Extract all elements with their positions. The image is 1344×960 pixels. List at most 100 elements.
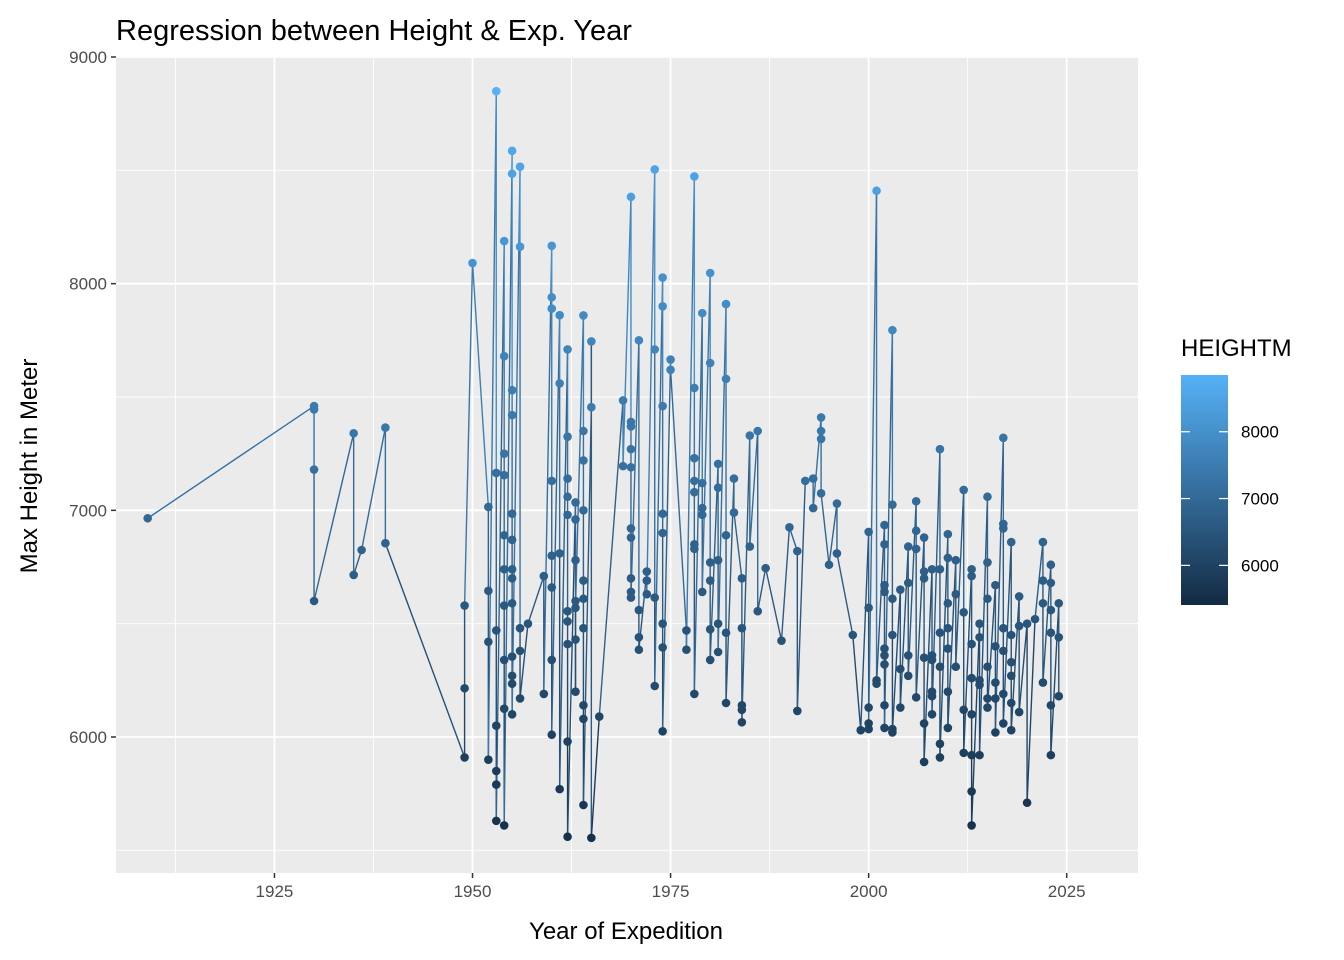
series-line-segment [558, 348, 569, 790]
series-line-segment [828, 502, 838, 566]
data-point [919, 757, 929, 767]
data-point [634, 336, 644, 345]
chart-title: Regression between Height & Exp. Year [116, 15, 632, 47]
series-line-segment [519, 622, 529, 700]
data-point [571, 555, 580, 565]
data-point [650, 593, 660, 602]
data-point [983, 558, 992, 567]
data-point [999, 719, 1008, 728]
data-point [507, 385, 517, 395]
data-point [507, 598, 517, 608]
data-point [880, 587, 889, 597]
data-point [555, 379, 564, 388]
data-point [1054, 691, 1064, 701]
data-point [634, 605, 644, 615]
data-point [1022, 619, 1032, 628]
data-point [626, 462, 636, 472]
x-axis: 1925 1950 1975 2000 2025 [256, 873, 1086, 901]
data-point [721, 374, 731, 384]
data-point [507, 679, 517, 689]
data-point [729, 508, 739, 517]
data-point [579, 714, 588, 724]
data-point [563, 617, 572, 626]
data-point [507, 710, 517, 719]
data-point [587, 833, 596, 843]
data-point [911, 496, 921, 506]
series-line-segment [463, 262, 474, 607]
data-point [927, 564, 937, 574]
data-point [547, 655, 557, 665]
data-point [1038, 598, 1048, 608]
data-point [808, 503, 818, 513]
data-point [943, 553, 953, 563]
series-line-segment [582, 406, 593, 806]
data-point [690, 172, 699, 181]
data-point [499, 821, 509, 830]
series-line-segment [630, 339, 640, 599]
y-tick-label: 8000 [69, 275, 107, 294]
y-axis-title: Max Height in Meter [16, 359, 43, 574]
data-point [523, 619, 533, 628]
series-line-segment [360, 426, 387, 551]
series-line-segment [757, 567, 767, 612]
data-point [499, 470, 509, 480]
data-point [1014, 621, 1024, 631]
data-point [642, 576, 652, 585]
data-point [991, 642, 1000, 651]
x-axis-title: Year of Expedition [529, 918, 723, 945]
data-point [943, 529, 953, 539]
x-tick-label: 1950 [454, 882, 492, 901]
data-point [943, 687, 953, 696]
data-point [721, 299, 731, 309]
data-point [563, 510, 572, 520]
data-point [515, 623, 525, 633]
data-point [935, 564, 945, 574]
data-point [856, 725, 866, 735]
data-point [666, 365, 675, 375]
data-point [1006, 698, 1016, 708]
legend-title: HEIGHTM [1181, 335, 1292, 362]
data-point [697, 503, 707, 513]
series-line-segment [820, 492, 830, 566]
series-line-segment [963, 568, 973, 754]
data-point [903, 671, 913, 681]
series-line-segment [796, 480, 806, 712]
series-line-segment [622, 196, 632, 467]
data-point [579, 576, 588, 585]
data-point [880, 651, 889, 660]
data-point [896, 585, 905, 594]
data-point [594, 712, 604, 721]
data-point [515, 242, 525, 252]
series-line-segment [471, 262, 490, 508]
x-tick-label: 2025 [1048, 882, 1086, 901]
data-point [737, 623, 747, 633]
data-point [935, 628, 945, 638]
data-point [626, 593, 636, 602]
data-point [1006, 630, 1016, 640]
series-line-segment [947, 559, 957, 729]
data-point [1046, 700, 1056, 710]
data-point [935, 662, 945, 672]
series-points [143, 86, 1064, 843]
data-point [983, 594, 992, 604]
data-point [880, 660, 889, 669]
data-point [618, 396, 628, 405]
x-tick-label: 2000 [850, 882, 888, 901]
data-point [650, 345, 660, 354]
data-point [927, 710, 937, 719]
data-point [507, 574, 517, 583]
data-point [713, 647, 723, 657]
data-point [507, 169, 517, 179]
data-point [309, 405, 319, 414]
data-point [634, 645, 644, 655]
data-point [499, 351, 509, 361]
series-line-segment [955, 489, 965, 668]
data-point [658, 401, 667, 411]
data-point [705, 625, 715, 634]
data-point [705, 655, 715, 665]
data-point [1006, 537, 1016, 547]
data-point [975, 632, 984, 642]
data-point [571, 515, 580, 524]
data-point [753, 606, 763, 616]
data-point [697, 478, 707, 488]
